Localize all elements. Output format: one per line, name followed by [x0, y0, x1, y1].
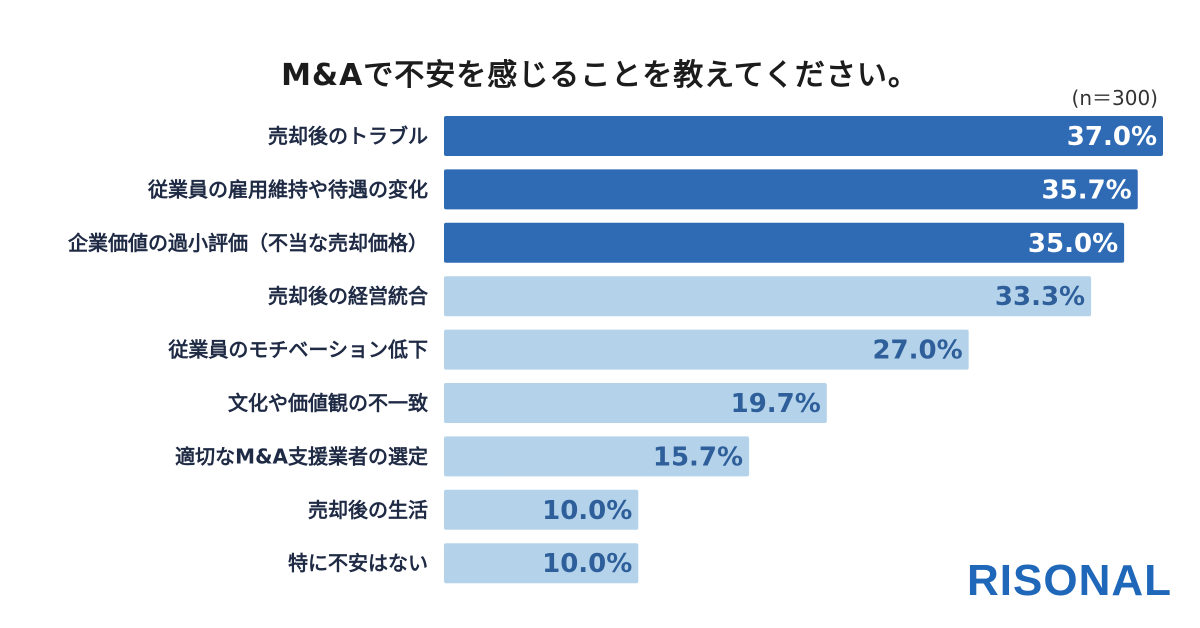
value-label: 33.3%	[995, 282, 1085, 312]
bar-7	[444, 436, 750, 477]
category-label: 特に不安はない	[288, 551, 428, 575]
bar-5	[444, 329, 969, 370]
bar-6	[444, 383, 827, 423]
bar-4	[444, 276, 1092, 317]
risonal-logo: RISONAL	[967, 556, 1172, 605]
value-label: 35.0%	[1028, 229, 1118, 259]
category-label: 従業員のモチベーション低下	[167, 338, 428, 362]
value-label: 27.0%	[872, 336, 962, 366]
value-label: 37.0%	[1067, 122, 1157, 152]
sample-size-note: (n＝300)	[1071, 86, 1158, 110]
category-label: 従業員の雇用維持や待遇の変化	[147, 177, 428, 201]
category-label: 売却後の生活	[308, 498, 428, 522]
category-label: 文化や価値観の不一致	[228, 391, 429, 415]
bar-2	[444, 169, 1138, 210]
bar-3	[444, 222, 1125, 263]
category-label: 売却後の経営統合	[268, 284, 429, 308]
chart-title: M&Aで不安を感じることを教えてください。	[281, 58, 919, 93]
category-label: 企業価値の過小評価（不当な売却価格）	[67, 231, 428, 255]
bar-9	[444, 543, 639, 584]
bar-1	[444, 116, 1163, 156]
category-label: 適切なM&A支援業者の選定	[175, 444, 428, 468]
bar-8	[444, 489, 639, 530]
value-label: 19.7%	[731, 389, 821, 419]
value-label: 15.7%	[653, 442, 743, 472]
value-label: 10.0%	[542, 549, 632, 579]
value-label: 10.0%	[542, 496, 632, 526]
category-label: 売却後のトラブル	[268, 124, 428, 148]
value-label: 35.7%	[1042, 175, 1132, 205]
